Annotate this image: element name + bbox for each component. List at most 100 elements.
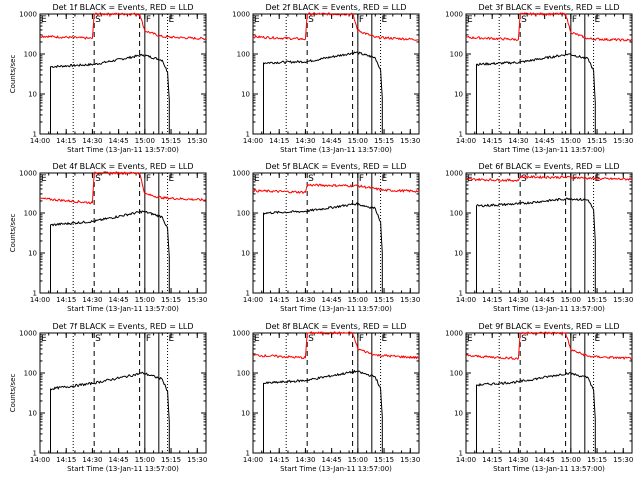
plot-frame (39, 13, 207, 135)
panel-2: Det 2f BLACK = Events, RED = LLD 1 10 100 10… (232, 3, 420, 154)
plot-frame (465, 13, 633, 135)
time-marker-label: E (382, 334, 388, 344)
y-tick-label: 10 (28, 91, 37, 99)
y-tick-label: 1 (33, 450, 37, 458)
series-lld-line (465, 331, 633, 360)
time-marker-label: F (572, 334, 577, 344)
plot-frame (252, 332, 420, 454)
y-axis-label: Counts/sec (9, 55, 17, 94)
panel-title: Det 3f BLACK = Events, RED = LLD (478, 3, 619, 12)
y-tick-label: 10 (241, 91, 250, 99)
y-tick-label: 1000 (232, 170, 250, 178)
x-tick-label: 14:00 (30, 296, 50, 304)
y-tick-label: 1000 (445, 330, 463, 338)
series-events-line (50, 371, 170, 453)
x-axis-label: Start Time (13-Jan-11 13:57:00) (493, 146, 605, 154)
x-tick-label: 14:45 (322, 456, 342, 464)
x-tick-label: 14:15 (269, 296, 289, 304)
time-marker-label: E (41, 15, 47, 25)
y-tick-label: 1 (246, 131, 250, 139)
time-marker-label: F (359, 174, 364, 184)
y-tick-label: 100 (24, 51, 37, 59)
time-marker-label: S (521, 15, 527, 25)
x-tick-label: 15:15 (161, 456, 181, 464)
x-tick-label: 15:15 (374, 137, 394, 145)
plot-frame (39, 332, 207, 454)
y-axis-label: Counts/sec (9, 374, 17, 413)
y-tick-label: 100 (450, 210, 463, 218)
panel-9: Det 9f BLACK = Events, RED = LLD 1 10 100 10… (445, 322, 633, 473)
panel-title: Det 8f BLACK = Events, RED = LLD (265, 322, 406, 331)
y-axis-label: Counts/sec (9, 214, 17, 253)
panel-title: Det 9f BLACK = Events, RED = LLD (478, 322, 619, 331)
y-tick-label: 1 (33, 290, 37, 298)
y-tick-label: 100 (237, 51, 250, 59)
x-tick-label: 14:15 (56, 137, 76, 145)
x-tick-label: 15:30 (613, 296, 633, 304)
x-tick-label: 14:15 (482, 456, 502, 464)
panel-3: Det 3f BLACK = Events, RED = LLD 1 10 100 10… (445, 3, 633, 154)
time-marker-label: E (41, 334, 47, 344)
y-tick-label: 10 (454, 250, 463, 258)
y-tick-label: 1000 (445, 170, 463, 178)
series-events-line (263, 51, 383, 134)
y-tick-label: 1 (459, 450, 463, 458)
x-tick-label: 14:45 (535, 137, 555, 145)
x-tick-label: 15:00 (135, 137, 155, 145)
y-tick-label: 10 (28, 250, 37, 258)
panel-title: Det 7f BLACK = Events, RED = LLD (52, 322, 193, 331)
time-marker-label: E (169, 334, 175, 344)
time-marker-label: E (254, 174, 260, 184)
x-tick-label: 15:00 (561, 137, 581, 145)
time-marker-label: S (95, 334, 101, 344)
plot-frame (465, 332, 633, 454)
x-tick-label: 14:45 (109, 296, 129, 304)
series-lld-line (252, 12, 420, 41)
series-events-line (263, 370, 383, 453)
panel-8: Det 8f BLACK = Events, RED = LLD 1 10 100 10… (232, 322, 420, 473)
x-tick-label: 14:30 (295, 456, 315, 464)
x-tick-label: 15:00 (348, 137, 368, 145)
y-tick-label: 10 (241, 410, 250, 418)
series-lld-line (465, 12, 633, 42)
time-marker-label: S (95, 174, 101, 184)
series-events-line (476, 371, 596, 453)
panel-5: Det 5f BLACK = Events, RED = LLD 1 10 100 10… (232, 162, 420, 313)
panel-4: Det 4f BLACK = Events, RED = LLD 1 10 100 10… (9, 162, 207, 313)
y-tick-label: 100 (237, 370, 250, 378)
time-marker-label: E (169, 174, 175, 184)
x-tick-label: 14:30 (295, 296, 315, 304)
y-tick-label: 1000 (19, 170, 37, 178)
x-tick-label: 15:00 (561, 296, 581, 304)
x-tick-label: 15:30 (187, 456, 207, 464)
panel-title: Det 6f BLACK = Events, RED = LLD (478, 162, 619, 171)
y-tick-label: 1 (33, 131, 37, 139)
x-tick-label: 14:15 (269, 456, 289, 464)
time-marker-label: S (308, 15, 314, 25)
panel-title: Det 4f BLACK = Events, RED = LLD (52, 162, 193, 171)
x-tick-label: 14:30 (82, 137, 102, 145)
y-tick-label: 100 (450, 51, 463, 59)
x-tick-label: 14:30 (295, 137, 315, 145)
panel-6: Det 6f BLACK = Events, RED = LLD 1 10 100 10… (445, 162, 633, 313)
x-tick-label: 14:00 (456, 137, 476, 145)
panel-7: Det 7f BLACK = Events, RED = LLD 1 10 100 10… (9, 322, 207, 473)
y-tick-label: 1 (459, 290, 463, 298)
time-marker-label: E (467, 15, 473, 25)
x-tick-label: 15:30 (400, 456, 420, 464)
x-tick-label: 14:45 (535, 296, 555, 304)
x-axis-label: Start Time (13-Jan-11 13:57:00) (280, 146, 392, 154)
x-axis-label: Start Time (13-Jan-11 13:57:00) (67, 465, 179, 473)
y-tick-label: 10 (454, 410, 463, 418)
x-tick-label: 14:30 (82, 456, 102, 464)
x-tick-label: 15:30 (400, 137, 420, 145)
time-marker-label: E (254, 15, 260, 25)
series-lld-line (253, 331, 420, 360)
x-axis-label: Start Time (13-Jan-11 13:57:00) (280, 305, 392, 313)
series-events-line (476, 53, 596, 134)
y-tick-label: 1000 (232, 330, 250, 338)
time-marker-label: E (595, 334, 601, 344)
x-tick-label: 15:15 (587, 137, 607, 145)
time-marker-label: F (146, 174, 151, 184)
